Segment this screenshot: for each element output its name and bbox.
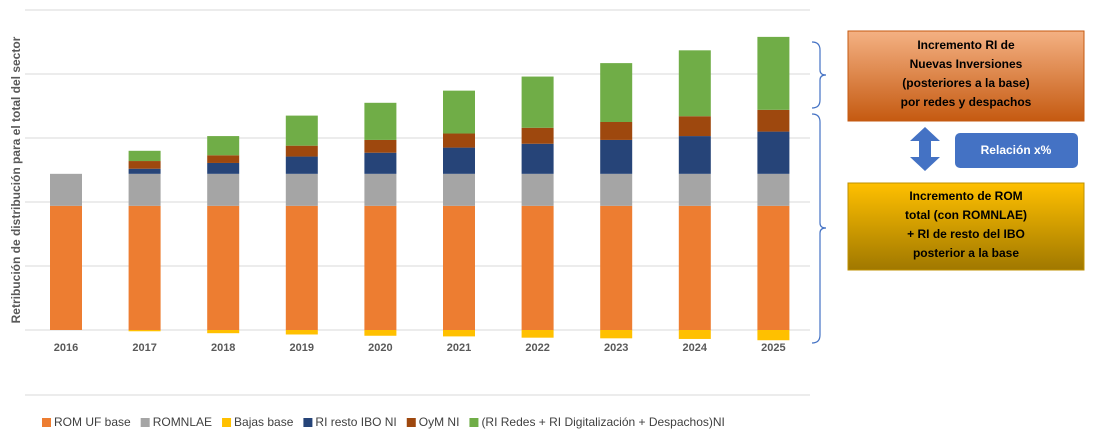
legend-swatch — [222, 418, 232, 427]
bar-segment — [285, 205, 318, 330]
bar-segment — [757, 109, 790, 132]
x-tick-label: 2017 — [132, 342, 156, 354]
bar-segment — [678, 50, 711, 117]
bar-segment — [600, 173, 633, 206]
annotation-line: Incremento de ROM — [909, 189, 1022, 203]
bar-segment — [364, 330, 397, 336]
legend-swatch — [469, 418, 479, 427]
bar-segment — [207, 136, 240, 156]
legend-swatch — [303, 418, 313, 427]
bar-segment — [50, 173, 82, 206]
bar-segment — [678, 116, 711, 137]
bar-segment — [757, 36, 790, 110]
legend-label: ROM UF base — [54, 415, 131, 429]
bar-segment — [128, 161, 161, 169]
bar-segment — [443, 330, 475, 337]
plot-area: 2016 2017 2018 2019 2020 2021 2022 2023 2024 2025 — [25, 9, 810, 354]
bar-segment — [521, 173, 554, 206]
bar-segment — [600, 139, 633, 174]
bracket — [811, 41, 827, 109]
double-arrow — [910, 127, 940, 171]
x-tick-label: 2025 — [761, 342, 785, 354]
bar-segment — [757, 205, 790, 330]
bar-segment — [364, 152, 397, 174]
bar-segment — [364, 205, 397, 330]
legend-label: RI resto IBO NI — [315, 415, 396, 429]
bar-segment — [521, 330, 554, 338]
bar-segment — [50, 205, 82, 330]
bar-segment — [443, 147, 475, 174]
x-tick-label: 2016 — [54, 342, 78, 354]
legend-label: Bajas base — [234, 415, 294, 429]
annotation-line: + RI de resto del IBO — [907, 227, 1025, 241]
bar-segment — [757, 131, 790, 174]
bar-segment — [678, 205, 711, 330]
annotation-line: (posteriores a la base) — [902, 76, 1029, 90]
bar-segment — [285, 330, 318, 335]
legend-swatch — [406, 418, 416, 427]
annotation-line: Incremento RI de — [917, 38, 1015, 52]
bar-segment — [757, 330, 790, 341]
bar-segment — [678, 330, 711, 339]
bar-segment — [128, 150, 161, 162]
bar-segment — [207, 155, 240, 163]
bar-segment — [600, 330, 633, 339]
x-tick-label: 2018 — [211, 342, 235, 354]
annotation-box — [847, 30, 1085, 122]
bar-segment — [364, 102, 397, 140]
bar-segment — [207, 330, 240, 334]
bar-segment — [600, 205, 633, 330]
legend-label: ROMNLAE — [153, 415, 212, 429]
x-tick-label: 2019 — [290, 342, 314, 354]
bar-segment — [207, 173, 240, 206]
bar-segment — [443, 90, 475, 134]
bar-segment — [207, 205, 240, 330]
bar-segment — [285, 115, 318, 146]
x-tick-label: 2021 — [447, 342, 471, 354]
legend-label: (RI Redes + RI Digitalización + Despacho… — [481, 415, 724, 429]
bar-segment — [364, 139, 397, 153]
bar-segment — [128, 330, 161, 332]
bar-segment — [678, 136, 711, 174]
legend-label: OyM NI — [419, 415, 460, 429]
annotation-line: por redes y despachos — [901, 95, 1032, 109]
legend: ROM UF base ROMNLAE Bajas base RI resto IBO… — [42, 415, 725, 429]
bar-segment — [757, 173, 790, 206]
bar-segment — [128, 168, 161, 174]
x-tick-label: 2023 — [604, 342, 628, 354]
annotation-texts: Incremento RI de Nuevas Inversiones (poste… — [901, 38, 1032, 260]
bar-segment — [285, 156, 318, 174]
bar-segment — [600, 122, 633, 140]
annotation-line: Nuevas Inversiones — [910, 57, 1023, 71]
legend-swatch — [140, 418, 150, 427]
bar-segment — [443, 173, 475, 206]
legend-swatch — [42, 418, 51, 427]
bar-segment — [364, 173, 397, 206]
x-tick-label: 2024 — [683, 342, 708, 354]
bar-segment — [600, 63, 633, 122]
bar-segment — [678, 173, 711, 206]
bar-segment — [285, 173, 318, 206]
x-tick-label: 2022 — [525, 342, 549, 354]
bar-segment — [521, 76, 554, 128]
bar-segment — [443, 205, 475, 330]
bar-segment — [128, 173, 161, 206]
bracket — [811, 113, 827, 344]
relation-badge — [955, 133, 1078, 168]
x-tick-label: 2020 — [368, 342, 392, 354]
relation-text: Relación x% — [981, 143, 1052, 157]
y-axis-label: Retribución de distribución para el tota… — [9, 36, 23, 323]
annotation-box — [847, 182, 1085, 271]
bar-segment — [207, 162, 240, 174]
bar-segment — [128, 205, 161, 330]
annotation-line: total (con ROMNLAE) — [905, 208, 1027, 222]
bar-segment — [521, 127, 554, 144]
annotation-line: posterior a la base — [913, 246, 1019, 260]
bar-segment — [521, 143, 554, 174]
bar-segment — [521, 205, 554, 330]
bar-segment — [285, 145, 318, 157]
bar-segment — [443, 133, 475, 148]
